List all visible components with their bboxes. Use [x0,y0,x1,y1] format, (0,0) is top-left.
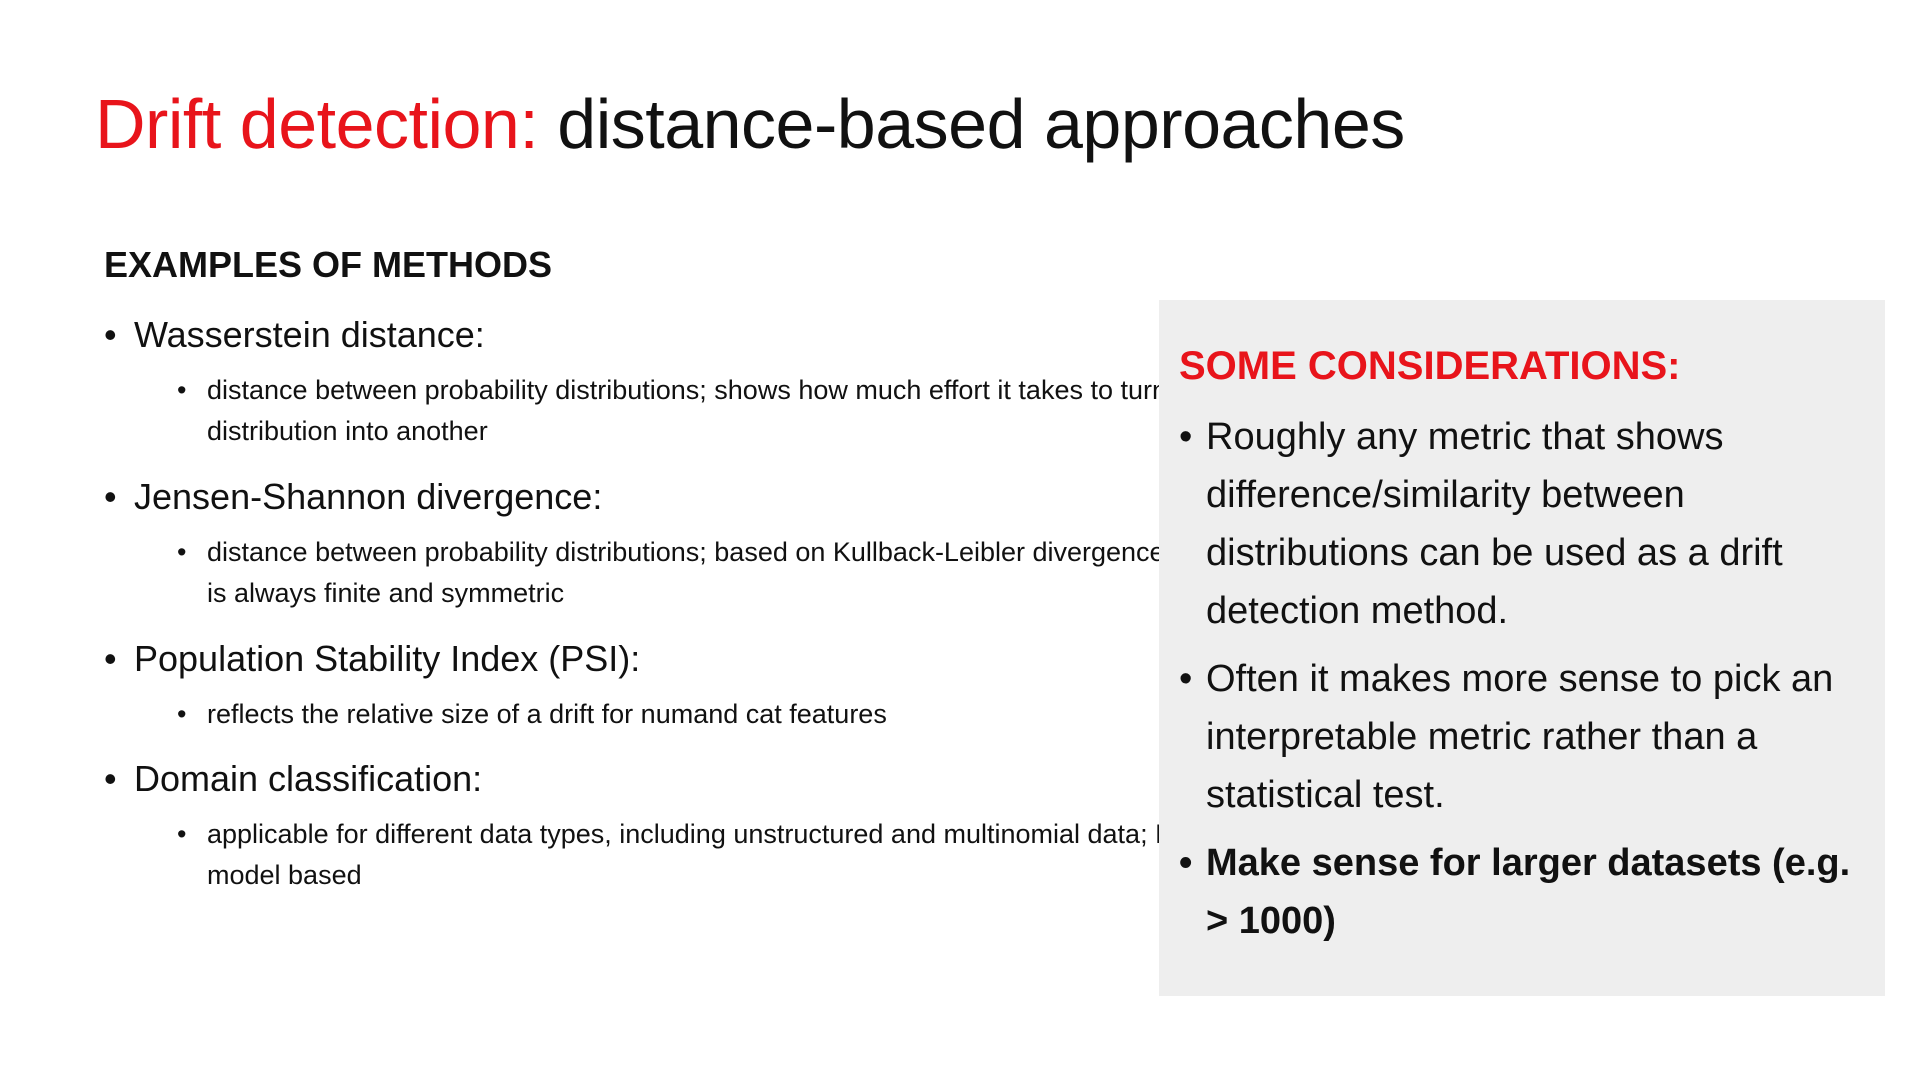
method-description: • distance between probability distributi… [177,532,1247,614]
consideration-text: Often it makes more sense to pick an int… [1206,658,1834,816]
bullet-icon: • [177,375,187,406]
method-description-text: distance between probability distributio… [207,375,1220,447]
bullet-icon: • [1179,658,1193,700]
consideration-item: • Roughly any metric that shows differenc… [1179,408,1865,640]
consideration-text: Make sense for larger datasets (e.g. > 1… [1206,842,1851,942]
method-item-wasserstein: Wasserstein distance: • distance between … [104,313,1220,452]
method-description: • reflects the relative size of a drift f… [177,694,1247,735]
slide-title-rest: distance-based approaches [538,85,1405,163]
slide-title: Drift detection: distance-based approach… [95,82,1405,166]
bullet-icon: • [177,819,187,850]
method-description-text: reflects the relative size of a drift fo… [207,699,887,730]
method-name: Jensen-Shannon divergence: [104,475,1149,518]
method-description: • distance between probability distributi… [177,370,1247,452]
method-name: Population Stability Index (PSI): [104,637,1149,680]
considerations-list: • Roughly any metric that shows differenc… [1179,408,1865,950]
bullet-icon: • [177,537,187,568]
bullet-icon: • [1179,416,1193,458]
considerations-panel: SOME CONSIDERATIONS: • Roughly any metric… [1159,300,1885,996]
method-name: Wasserstein distance: [104,313,1149,356]
method-item-domain-classification: Domain classification: •applicable for d… [104,757,1202,896]
consideration-text: Roughly any metric that shows difference… [1206,416,1783,632]
considerations-heading: SOME CONSIDERATIONS: [1179,344,1681,388]
method-description-text: distance between probability distributio… [207,537,1239,609]
bullet-icon: • [177,699,187,730]
method-item-psi: Population Stability Index (PSI): • refle… [104,637,1149,735]
consideration-item: • Often it makes more sense to pick an in… [1179,650,1865,824]
method-description-text: applicable for different data types, inc… [207,819,1202,891]
bullet-icon: • [1179,842,1193,884]
slide-title-accent: Drift detection: [95,85,539,163]
method-name: Domain classification: [104,757,1149,800]
method-item-jensen-shannon: Jensen-Shannon divergence: • distance bet… [104,475,1238,614]
method-description: • applicable for different data types, in… [177,814,1247,896]
consideration-item-emphasis: • Make sense for larger datasets (e.g. > … [1179,834,1865,950]
methods-heading: EXAMPLES OF METHODS [104,244,553,285]
